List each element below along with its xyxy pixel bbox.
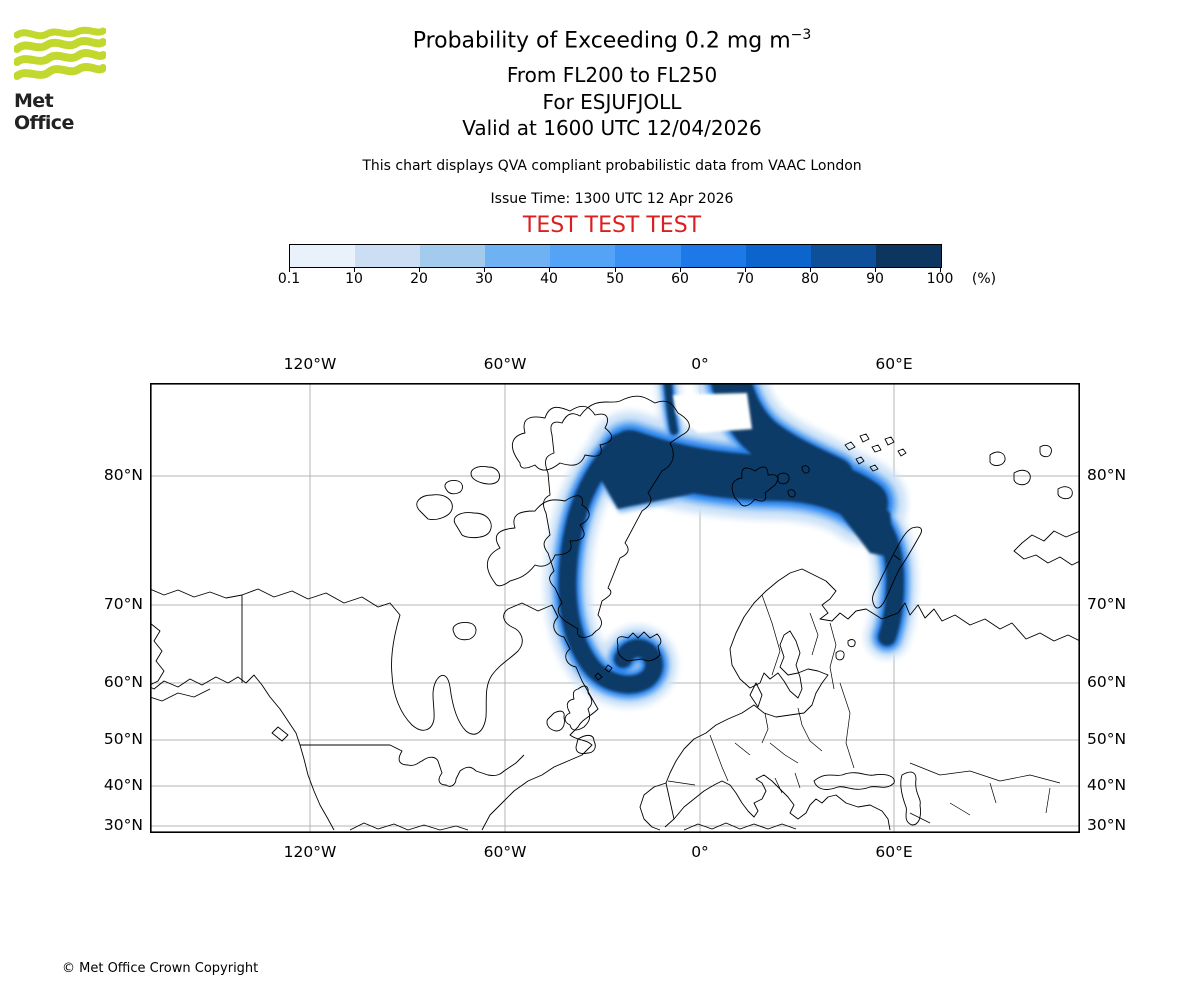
y-tick-label-left: 50°N [103,730,143,748]
colorbar-label: 30 [475,271,493,287]
colorbar-segment [485,245,551,267]
met-office-waves-icon [13,26,107,80]
met-office-logo: Met Office [13,26,114,134]
map-frame [150,383,1081,833]
colorbar-unit-label: (%) [971,271,997,287]
y-tick-label-right: 30°N [1087,816,1127,834]
y-tick-label-left: 80°N [103,466,143,484]
colorbar-tick [289,267,290,272]
y-tick-label-left: 30°N [103,816,143,834]
x-tick-label-top: 60°W [483,355,527,373]
map-panel [149,332,1081,833]
coastlines [149,395,1081,831]
colorbar-tick [875,267,876,272]
colorbar-label: 80 [801,271,819,287]
title-text: Probability of Exceeding 0.2 mg m [412,28,791,54]
colorbar-label: 50 [606,271,624,287]
copyright-text: © Met Office Crown Copyright [62,961,259,976]
subtitle-valid-time: Valid at 1600 UTC 12/04/2026 [462,116,762,140]
x-tick-label-top: 0° [691,355,709,373]
colorbar-segment [810,245,876,267]
colorbar-label: 10 [345,271,363,287]
colorbar-tick [810,267,811,272]
colorbar-label: 40 [540,271,558,287]
colorbar-segment [875,245,941,267]
subtitle-volcano: For ESJUFJOLL [542,90,682,114]
map-canvas [149,332,1081,833]
x-tick-label-top: 120°W [283,355,337,373]
y-tick-label-right: 80°N [1087,466,1127,484]
issue-time: Issue Time: 1300 UTC 12 Apr 2026 [490,191,734,207]
colorbar-tick [745,267,746,272]
x-tick-label-bottom: 120°W [283,843,337,861]
colorbar-tick [615,267,616,272]
subtitle-flight-levels: From FL200 to FL250 [506,63,718,87]
colorbar-segment [615,245,681,267]
colorbar-tick [419,267,420,272]
page-title: Probability of Exceeding 0.2 mg m−3 [413,27,812,53]
colorbar-tick [680,267,681,272]
colorbar-tick [354,267,355,272]
colorbar-segment [355,245,421,267]
x-tick-label-bottom: 0° [691,843,709,861]
plume-gap [673,393,752,433]
colorbar-label: 100 [926,271,954,287]
y-tick-label-left: 60°N [103,673,143,691]
x-tick-label-top: 60°E [875,355,913,373]
colorbar-tick [549,267,550,272]
colorbar-tick [940,267,941,272]
test-banner: TEST TEST TEST [522,213,702,238]
y-tick-label-left: 70°N [103,595,143,613]
colorbar-segment [680,245,746,267]
y-tick-label-right: 40°N [1087,776,1127,794]
y-tick-label-right: 60°N [1087,673,1127,691]
y-tick-label-left: 40°N [103,776,143,794]
x-tick-label-bottom: 60°W [483,843,527,861]
colorbar-tick [484,267,485,272]
colorbar-segment [290,245,356,267]
y-tick-label-right: 70°N [1087,595,1127,613]
colorbar-label: 0.1 [277,271,301,287]
colorbar-segment [550,245,616,267]
colorbar-label: 70 [736,271,754,287]
colorbar-label: 20 [410,271,428,287]
title-exponent: −3 [790,27,812,43]
colorbar-segment [420,245,486,267]
colorbar-label: 60 [671,271,689,287]
qva-note: This chart displays QVA compliant probab… [362,158,862,174]
probability-colorbar [289,244,942,268]
y-tick-label-right: 50°N [1087,730,1127,748]
logo-label: Met Office [14,90,74,134]
colorbar-label: 90 [866,271,884,287]
colorbar-segment [745,245,811,267]
x-tick-label-bottom: 60°E [875,843,913,861]
